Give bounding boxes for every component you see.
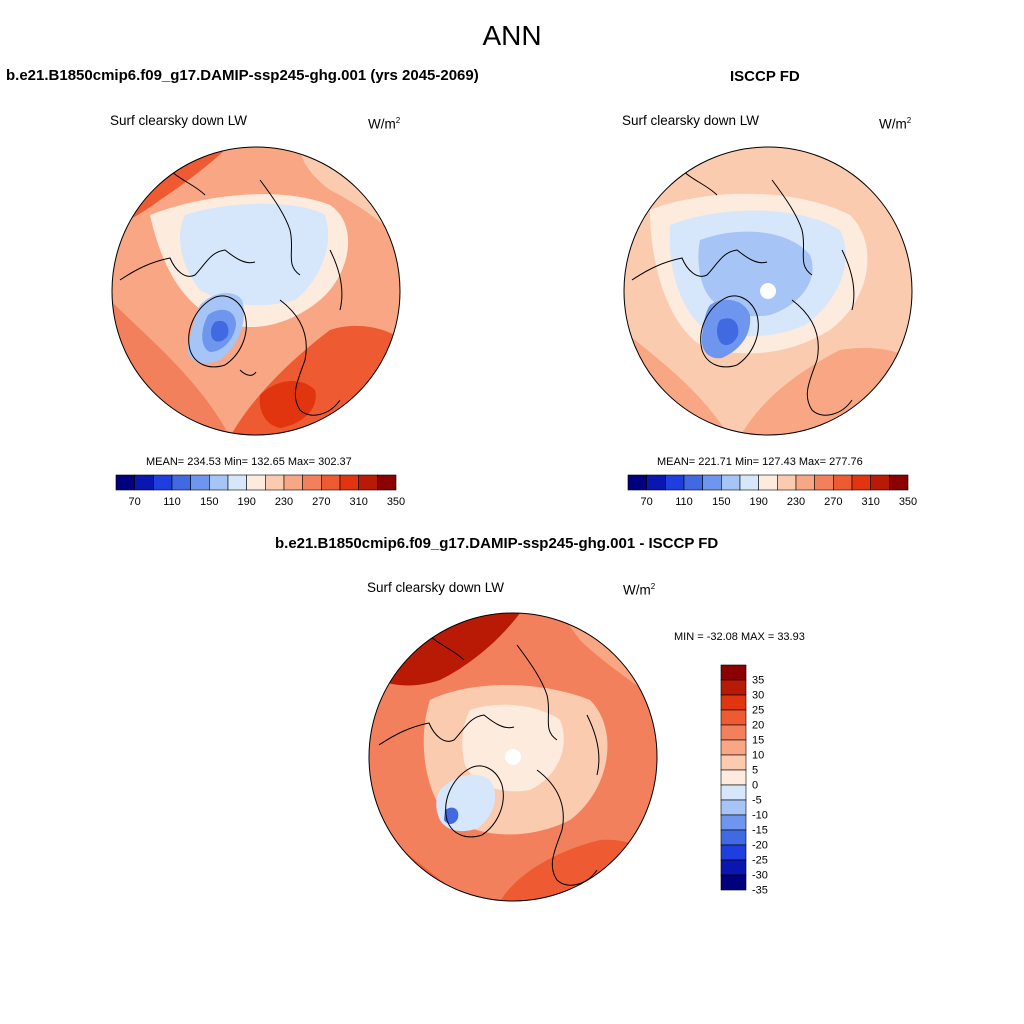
diff-colorbar: 35 30 25 20 15 10 5 0 -5 -10 -15 -20 -25 -30 -35 xyxy=(720,664,768,897)
obs-colorbar-box xyxy=(758,474,778,491)
diff-polar-map xyxy=(368,612,658,902)
diff-colorbar-box xyxy=(720,754,747,771)
diff-colorbar-tick: 30 xyxy=(752,690,764,702)
test-colorbar-box xyxy=(153,474,173,491)
diff-colorbar-box xyxy=(720,799,747,816)
diff-colorbar-tick: 20 xyxy=(752,720,764,732)
obs-variable-label: Surf clearsky down LW xyxy=(622,113,760,128)
obs-colorbar-box xyxy=(739,474,759,491)
diff-colorbar-tick: -25 xyxy=(752,855,768,867)
test-colorbar-tick: 310 xyxy=(349,496,367,508)
diff-colorbar-tick: -30 xyxy=(752,870,768,882)
obs-colorbar-box xyxy=(851,474,871,491)
obs-colorbar-box xyxy=(777,474,797,491)
obs-colorbar-box xyxy=(814,474,834,491)
diff-colorbar-box xyxy=(720,859,747,876)
test-colorbar-tick: 70 xyxy=(129,496,141,508)
test-colorbar-tick: 230 xyxy=(275,496,293,508)
test-colorbar-box xyxy=(246,474,266,491)
diff-stats-label: MIN = -32.08 MAX = 33.93 xyxy=(674,631,805,643)
diff-colorbar-tick: 35 xyxy=(752,675,764,687)
diff-colorbar-box xyxy=(720,829,747,846)
test-colorbar: 70 110 150 190 230 270 310 350 xyxy=(115,474,405,508)
obs-colorbar-box xyxy=(683,474,703,491)
diff-colorbar-tick: -35 xyxy=(752,885,768,897)
diff-colorbar-box xyxy=(720,769,747,786)
diff-colorbar-box xyxy=(720,709,747,726)
test-colorbar-tick: 110 xyxy=(163,496,181,508)
test-units-label: W/m2 xyxy=(368,116,401,132)
obs-colorbar-tick: 190 xyxy=(749,496,767,508)
obs-colorbar-tick: 270 xyxy=(824,496,842,508)
diff-colorbar-tick: 0 xyxy=(752,780,758,792)
diff-panel-title: b.e21.B1850cmip6.f09_g17.DAMIP-ssp245-gh… xyxy=(275,535,719,552)
test-stats-label: MEAN= 234.53 Min= 132.65 Max= 302.37 xyxy=(146,456,352,468)
diff-colorbar-box xyxy=(720,739,747,756)
diff-colorbar-box xyxy=(720,874,747,891)
obs-panel-title: ISCCP FD xyxy=(730,68,800,85)
diff-colorbar-box xyxy=(720,814,747,831)
test-colorbar-tick: 270 xyxy=(312,496,330,508)
obs-units-label: W/m2 xyxy=(879,116,912,132)
test-colorbar-tick: 350 xyxy=(387,496,405,508)
test-colorbar-box xyxy=(358,474,378,491)
diff-colorbar-box xyxy=(720,724,747,741)
obs-colorbar-box xyxy=(721,474,741,491)
diff-colorbar-tick: 25 xyxy=(752,705,764,717)
obs-colorbar-tick: 110 xyxy=(675,496,693,508)
obs-colorbar-box xyxy=(665,474,685,491)
test-colorbar-box xyxy=(302,474,322,491)
diff-colorbar-tick: 15 xyxy=(752,735,764,747)
diff-colorbar-tick: -15 xyxy=(752,825,768,837)
diff-colorbar-box xyxy=(720,844,747,861)
obs-colorbar-box xyxy=(646,474,666,491)
test-colorbar-box xyxy=(227,474,247,491)
figure-title: ANN xyxy=(482,20,542,51)
test-colorbar-box xyxy=(377,474,397,491)
obs-colorbar-box xyxy=(889,474,909,491)
obs-colorbar-tick: 310 xyxy=(861,496,879,508)
obs-colorbar-box xyxy=(795,474,815,491)
obs-colorbar-box xyxy=(833,474,853,491)
diff-colorbar-box xyxy=(720,679,747,696)
obs-colorbar-box xyxy=(627,474,647,491)
obs-stats-label: MEAN= 221.71 Min= 127.43 Max= 277.76 xyxy=(657,456,863,468)
diff-colorbar-box xyxy=(720,784,747,801)
diff-colorbar-tick: 5 xyxy=(752,765,758,777)
diff-colorbar-tick: -20 xyxy=(752,840,768,852)
diff-units-label: W/m2 xyxy=(623,582,656,598)
obs-colorbar: 70 110 150 190 230 270 310 350 xyxy=(627,474,917,508)
test-panel-title: b.e21.B1850cmip6.f09_g17.DAMIP-ssp245-gh… xyxy=(6,67,479,84)
test-polar-map xyxy=(111,146,401,436)
diff-colorbar-tick: 10 xyxy=(752,750,764,762)
obs-colorbar-box xyxy=(702,474,722,491)
diff-colorbar-box xyxy=(720,664,747,681)
test-colorbar-box xyxy=(209,474,229,491)
test-colorbar-box xyxy=(339,474,359,491)
obs-colorbar-tick: 230 xyxy=(787,496,805,508)
test-colorbar-box xyxy=(283,474,303,491)
test-colorbar-box xyxy=(134,474,154,491)
test-colorbar-tick: 190 xyxy=(237,496,255,508)
diff-colorbar-box xyxy=(720,694,747,711)
test-colorbar-box xyxy=(115,474,135,491)
obs-colorbar-tick: 70 xyxy=(641,496,653,508)
test-colorbar-box xyxy=(321,474,341,491)
diff-variable-label: Surf clearsky down LW xyxy=(367,580,505,595)
test-colorbar-box xyxy=(265,474,285,491)
obs-polar-map xyxy=(623,146,913,436)
diff-colorbar-tick: -10 xyxy=(752,810,768,822)
diff-colorbar-tick: -5 xyxy=(752,795,762,807)
test-colorbar-box xyxy=(190,474,210,491)
obs-colorbar-box xyxy=(870,474,890,491)
obs-colorbar-tick: 150 xyxy=(712,496,730,508)
test-colorbar-tick: 150 xyxy=(200,496,218,508)
test-colorbar-box xyxy=(171,474,191,491)
test-variable-label: Surf clearsky down LW xyxy=(110,113,248,128)
obs-colorbar-tick: 350 xyxy=(899,496,917,508)
